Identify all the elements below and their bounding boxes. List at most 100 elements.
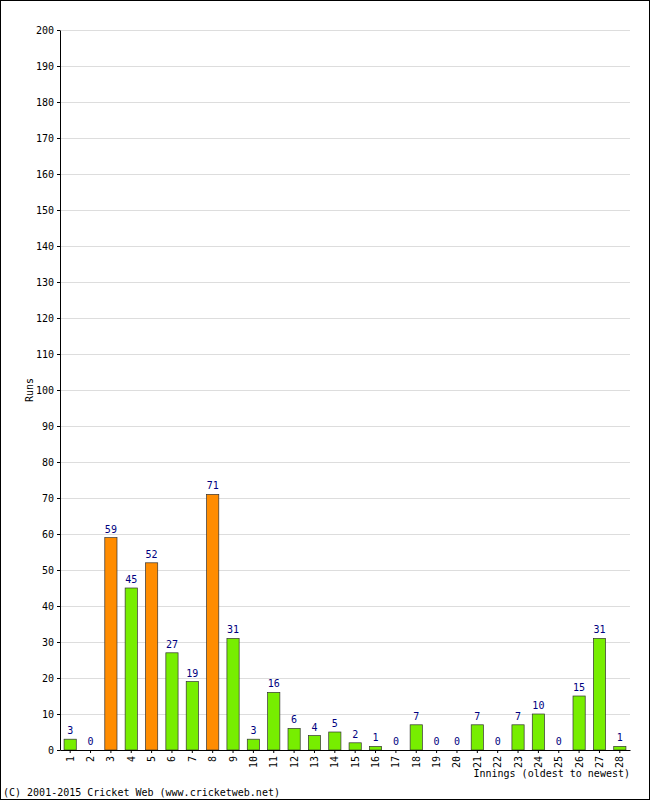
tick-mark	[334, 750, 335, 753]
tick: 190	[36, 61, 60, 72]
tick: 20	[42, 673, 60, 684]
tick-mark	[171, 750, 172, 753]
tick: 140	[36, 241, 60, 252]
tick-label: 22	[492, 756, 503, 768]
tick-mark	[57, 390, 60, 391]
grid	[60, 31, 630, 751]
tick: 70	[42, 493, 60, 504]
tick-label: 24	[533, 756, 544, 768]
data-label: 7	[515, 711, 521, 722]
bar	[268, 692, 280, 750]
data-label: 1	[617, 732, 623, 743]
tick: 170	[36, 133, 60, 144]
tick-mark	[57, 318, 60, 319]
grid-line	[60, 498, 630, 499]
tick-mark	[57, 102, 60, 103]
tick: 7	[187, 750, 198, 762]
bars	[64, 494, 626, 750]
tick-mark	[57, 606, 60, 607]
tick-label: 30	[42, 637, 54, 648]
tick-label: 100	[36, 385, 54, 396]
grid-line	[60, 246, 630, 247]
data-label: 31	[227, 624, 239, 635]
tick-mark	[57, 462, 60, 463]
tick-label: 60	[42, 529, 54, 540]
tick-mark	[395, 750, 396, 753]
tick: 22	[492, 750, 503, 768]
data-label: 0	[88, 736, 94, 747]
tick-label: 190	[36, 61, 54, 72]
tick: 80	[42, 457, 60, 468]
tick-label: 160	[36, 169, 54, 180]
bar	[431, 750, 443, 751]
tick-mark	[57, 210, 60, 211]
data-label: 10	[532, 700, 544, 711]
bar	[593, 638, 605, 750]
tick-mark	[416, 750, 417, 753]
tick: 50	[42, 565, 60, 576]
data-label: 0	[454, 736, 460, 747]
tick-label: 19	[431, 756, 442, 768]
tick-mark	[518, 750, 519, 753]
tick-label: 28	[614, 756, 625, 768]
tick: 120	[36, 313, 60, 324]
data-label: 59	[105, 524, 117, 535]
data-labels: 305945522719713131664521070070710015311	[67, 480, 623, 747]
tick: 1	[65, 750, 76, 762]
bar	[186, 682, 198, 750]
bar	[573, 696, 585, 750]
tick-label: 130	[36, 277, 54, 288]
tick: 14	[329, 750, 340, 768]
data-label: 31	[593, 624, 605, 635]
tick-label: 10	[42, 709, 54, 720]
tick: 4	[126, 750, 137, 762]
tick: 160	[36, 169, 60, 180]
tick: 2	[85, 750, 96, 762]
bar	[614, 746, 626, 750]
tick-mark	[57, 354, 60, 355]
tick-mark	[57, 642, 60, 643]
data-label: 1	[373, 732, 379, 743]
bar	[492, 750, 504, 751]
grid-line	[60, 318, 630, 319]
tick: 150	[36, 205, 60, 216]
tick-mark	[151, 750, 152, 753]
annotation: (C) 2001-2015 Cricket Web (www.cricketwe…	[3, 787, 280, 798]
data-label: 45	[125, 574, 137, 585]
tick: 28	[614, 750, 625, 768]
data-label: 16	[268, 678, 280, 689]
tick-mark	[273, 750, 274, 753]
tick: 11	[268, 750, 279, 768]
tick: 100	[36, 385, 60, 396]
bar	[471, 725, 483, 750]
tick-label: 200	[36, 25, 54, 36]
tick-label: 5	[146, 756, 157, 762]
tick-mark	[57, 138, 60, 139]
tick: 23	[513, 750, 524, 768]
bar	[369, 746, 381, 750]
data-label: 2	[352, 729, 358, 740]
bar	[207, 494, 219, 750]
tick-mark	[314, 750, 315, 753]
tick-mark	[212, 750, 213, 753]
tick-label: 4	[126, 756, 137, 762]
tick-mark	[456, 750, 457, 753]
tick: 19	[431, 750, 442, 768]
tick-label: 16	[370, 756, 381, 768]
data-label: 3	[250, 725, 256, 736]
bar	[308, 736, 320, 750]
data-label: 71	[207, 480, 219, 491]
grid-line	[60, 462, 630, 463]
tick-label: 11	[268, 756, 279, 768]
tick-mark	[57, 534, 60, 535]
tick-label: 120	[36, 313, 54, 324]
tick-label: 10	[248, 756, 259, 768]
grid-line	[60, 174, 630, 175]
tick: 200	[36, 25, 60, 36]
tick-mark	[57, 678, 60, 679]
tick-mark	[192, 750, 193, 753]
grid-line	[60, 390, 630, 391]
grid-line	[60, 534, 630, 535]
data-label: 0	[434, 736, 440, 747]
tick-label: 14	[329, 756, 340, 768]
